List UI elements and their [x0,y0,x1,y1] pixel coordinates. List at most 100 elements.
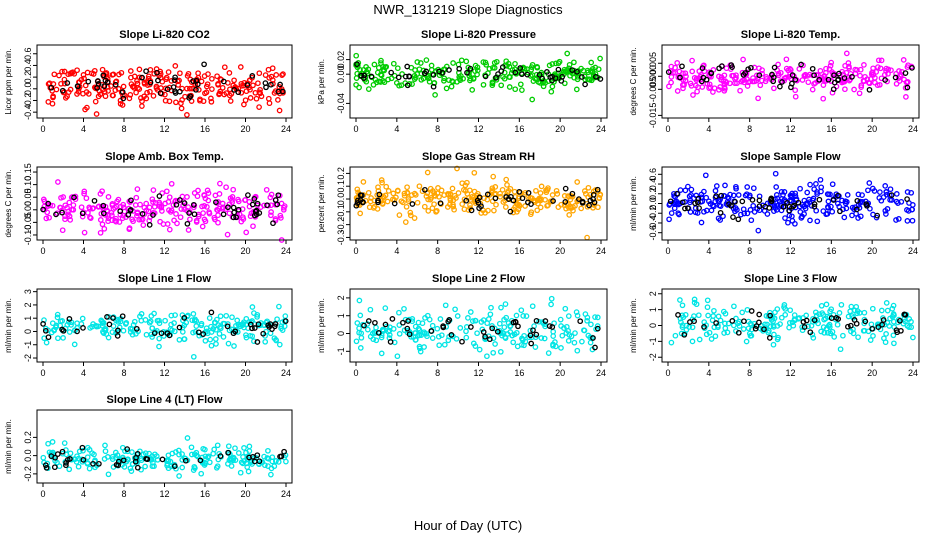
data-point [882,339,889,346]
data-point [184,73,191,79]
panel-title: Slope Li-820 Pressure [421,29,536,41]
data-point [172,63,179,69]
x-tick-label: 0 [665,124,670,134]
data-point-highlight [525,190,532,196]
data-point-highlight [251,325,258,331]
data-point-highlight [119,89,126,95]
data-point-highlight [404,63,411,70]
data-point [417,348,424,355]
data-point [854,310,860,317]
data-point [555,204,562,210]
data-point-highlight [52,454,58,461]
data-point [175,82,182,88]
series-points [353,295,601,360]
data-point [512,60,518,67]
data-point [773,207,780,213]
data-point-highlight [713,193,719,200]
x-tick-label: 20 [555,124,565,134]
data-point [171,328,178,335]
data-point [877,189,883,195]
data-point [80,90,86,97]
data-point [149,463,156,470]
data-point [737,87,743,94]
y-tick-label: 0.2 [23,431,33,444]
x-tick-label: 4 [706,368,711,378]
data-point [133,89,139,96]
data-point [119,102,126,108]
data-point [791,312,798,318]
data-point [216,191,223,197]
y-tick-label: 0.0 [23,449,33,462]
data-point [727,80,733,87]
data-point [739,309,746,316]
data-point [534,63,540,70]
data-point-highlight [225,449,232,456]
data-point [527,194,534,201]
data-point-highlight [100,210,107,217]
data-point [463,328,469,335]
data-point [374,69,381,76]
data-point-highlight [428,328,435,334]
data-point [895,316,902,323]
data-point-highlight [544,69,550,75]
data-point-highlight [528,340,535,347]
data-point [169,450,176,457]
data-point [498,304,504,311]
data-point [535,200,541,207]
data-point [144,89,150,96]
data-point [837,346,844,353]
data-point [441,75,448,82]
data-point [40,454,47,461]
data-point-highlight [101,83,108,90]
data-point-highlight [440,323,446,329]
data-point [585,184,592,191]
data-point [472,62,479,69]
data-point [416,183,423,190]
data-point-highlight [437,200,444,207]
data-point [467,309,474,315]
data-point [246,443,253,450]
data-point-highlight [100,72,107,79]
data-point [185,227,192,233]
data-point-highlight [729,318,736,324]
data-point [74,453,80,460]
y-tick-label: 0.1 [336,180,346,193]
data-point [278,325,284,332]
data-point [394,353,401,360]
data-point [843,205,850,212]
data-point [809,86,816,93]
data-point-highlight [533,331,540,338]
data-point [861,309,868,316]
data-point [826,324,833,330]
y-axis-label: Licor ppm per min. [4,48,13,114]
data-point-highlight [436,68,442,75]
data-point [66,329,73,335]
data-point-highlight [230,214,237,221]
data-point [227,98,234,104]
data-point [375,184,381,191]
data-point-highlight [253,211,260,218]
data-point [378,177,385,183]
data-point-highlight [831,72,837,79]
data-point [71,341,78,348]
data-point [166,194,173,201]
data-point [235,450,242,456]
data-point [168,312,175,319]
data-point [214,73,220,80]
data-point [217,180,223,187]
data-point-highlight [695,195,702,202]
data-point [885,70,891,77]
data-point [109,329,116,335]
data-point [367,306,374,313]
data-point [820,208,827,214]
data-point [153,66,160,72]
data-point-highlight [100,202,107,209]
data-point-highlight [251,196,258,202]
data-point [198,322,205,329]
data-point [250,223,256,230]
data-point [382,305,389,311]
x-tick-label: 8 [435,246,440,256]
data-point [110,92,116,99]
data-point [214,442,221,449]
data-point [823,69,829,76]
